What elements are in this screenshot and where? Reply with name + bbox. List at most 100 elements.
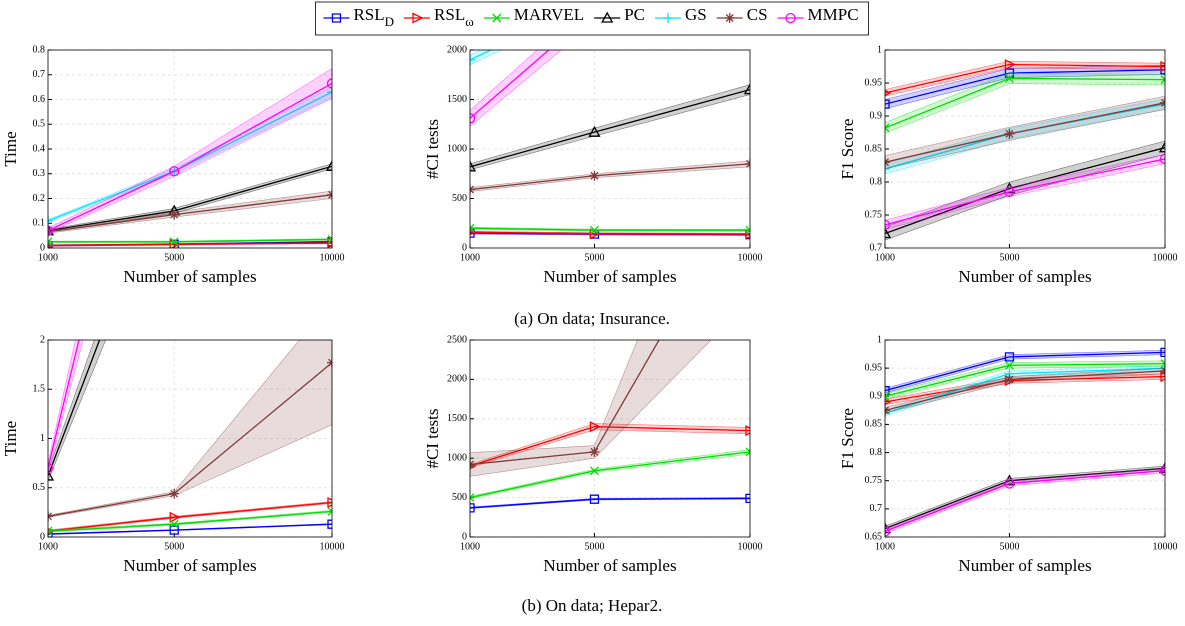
y-tick-label: 0.9 bbox=[870, 110, 883, 121]
legend-label: GS bbox=[685, 5, 707, 24]
legend-label: MARVEL bbox=[514, 5, 584, 24]
legend-name: RSL bbox=[434, 5, 465, 24]
y-tick-label: 0.2 bbox=[33, 193, 46, 204]
y-tick-label: 0.7 bbox=[870, 242, 883, 253]
y-tick-label: 1000 bbox=[447, 143, 467, 154]
y-tick-label: 1 bbox=[877, 334, 882, 345]
legend-name: GS bbox=[685, 5, 707, 24]
y-tick-label: 1 bbox=[40, 433, 45, 444]
marker bbox=[589, 225, 599, 235]
legend-subscript: D bbox=[385, 14, 394, 29]
legend-label: PC bbox=[624, 5, 645, 24]
axes-frame bbox=[884, 49, 1166, 249]
marker bbox=[743, 83, 750, 95]
marker bbox=[48, 462, 54, 474]
y-tick-label: 2500 bbox=[447, 334, 467, 345]
legend-name: MMPC bbox=[808, 5, 859, 24]
legend-marker bbox=[724, 13, 735, 23]
series-line bbox=[48, 523, 332, 535]
plot-area bbox=[470, 50, 750, 240]
marker bbox=[327, 496, 332, 509]
x-tick-label: 10000 bbox=[320, 252, 345, 263]
y-tick-label: 1000 bbox=[447, 452, 467, 463]
marker bbox=[1158, 141, 1165, 153]
y-tick-label: 0 bbox=[462, 242, 467, 253]
axes-frame bbox=[884, 339, 1166, 538]
marker bbox=[470, 223, 475, 233]
y-tick-label: 0.1 bbox=[33, 218, 46, 229]
y-axis-label: #CI tests bbox=[423, 409, 442, 469]
legend-name: RSL bbox=[353, 5, 384, 24]
legend-label: RSLD bbox=[353, 5, 394, 29]
series-line bbox=[885, 63, 1165, 94]
x-tick-label: 10000 bbox=[320, 541, 345, 552]
series-line bbox=[470, 497, 750, 509]
marker bbox=[470, 113, 476, 124]
marker bbox=[470, 228, 477, 236]
x-axis-label: Number of samples bbox=[543, 267, 676, 286]
marker bbox=[470, 54, 475, 65]
plot-area bbox=[48, 68, 332, 248]
marker bbox=[1004, 374, 1015, 385]
y-tick-label: 0.6 bbox=[33, 94, 46, 105]
subplot: 0 0.1 0.2 0.3 0.4 0.5 0.6 0.7 0.8 1000 5000 10000 Nu… bbox=[1, 44, 345, 286]
series-line bbox=[470, 50, 550, 119]
legend-marker bbox=[412, 12, 424, 24]
x-tick-label: 5000 bbox=[999, 541, 1019, 552]
marker bbox=[1004, 128, 1015, 139]
legend-marker bbox=[331, 13, 342, 23]
axes-frame bbox=[469, 339, 751, 538]
error-band bbox=[48, 340, 332, 518]
marker bbox=[1159, 153, 1165, 165]
marker bbox=[470, 160, 477, 172]
y-tick-label: 0.8 bbox=[33, 44, 46, 55]
marker bbox=[327, 506, 332, 516]
marker bbox=[1004, 73, 1014, 83]
legend-marker bbox=[662, 13, 673, 23]
y-tick-label: 0.95 bbox=[865, 77, 883, 88]
y-tick-label: 1500 bbox=[447, 413, 467, 424]
marker bbox=[1160, 359, 1165, 369]
y-tick-label: 0.5 bbox=[33, 119, 46, 130]
marker bbox=[589, 170, 600, 181]
y-tick-label: 1 bbox=[877, 44, 882, 55]
series-line bbox=[48, 82, 332, 232]
marker bbox=[588, 125, 601, 137]
error-band bbox=[470, 449, 750, 500]
legend-label: CS bbox=[747, 5, 768, 24]
marker bbox=[745, 225, 750, 235]
marker bbox=[1160, 347, 1165, 358]
x-axis-label: Number of samples bbox=[958, 556, 1091, 575]
marker bbox=[48, 469, 55, 481]
series-line bbox=[885, 351, 1165, 392]
subplot: 0.65 0.7 0.75 0.8 0.85 0.9 0.95 1 1000 5000 10000 N… bbox=[838, 334, 1178, 575]
y-tick-label: 2000 bbox=[447, 374, 467, 385]
x-tick-label: 5000 bbox=[584, 252, 604, 263]
y-tick-label: 2 bbox=[40, 334, 45, 345]
marker bbox=[885, 123, 890, 133]
y-axis-label: F1 Score bbox=[838, 119, 857, 180]
legend-name: MARVEL bbox=[514, 5, 584, 24]
y-tick-label: 0.3 bbox=[33, 168, 46, 179]
y-tick-label: 0.85 bbox=[865, 419, 883, 430]
caption: (a) On data; Insurance. bbox=[514, 309, 670, 328]
plot-area bbox=[470, 340, 750, 513]
x-axis-label: Number of samples bbox=[123, 556, 256, 575]
y-axis-label: F1 Score bbox=[838, 408, 857, 469]
error-band bbox=[885, 349, 1165, 394]
error-band bbox=[885, 64, 1165, 110]
error-band bbox=[470, 340, 712, 477]
error-band bbox=[48, 340, 84, 474]
marker bbox=[589, 466, 599, 476]
y-axis-label: Time bbox=[1, 131, 20, 166]
marker bbox=[169, 519, 179, 529]
y-tick-label: 500 bbox=[452, 193, 467, 204]
error-band bbox=[885, 360, 1165, 400]
marker bbox=[745, 493, 750, 504]
y-tick-label: 0.4 bbox=[33, 143, 46, 154]
marker bbox=[885, 99, 890, 109]
axes-frame bbox=[47, 339, 333, 538]
error-band bbox=[885, 60, 1165, 97]
series-line bbox=[48, 501, 332, 532]
